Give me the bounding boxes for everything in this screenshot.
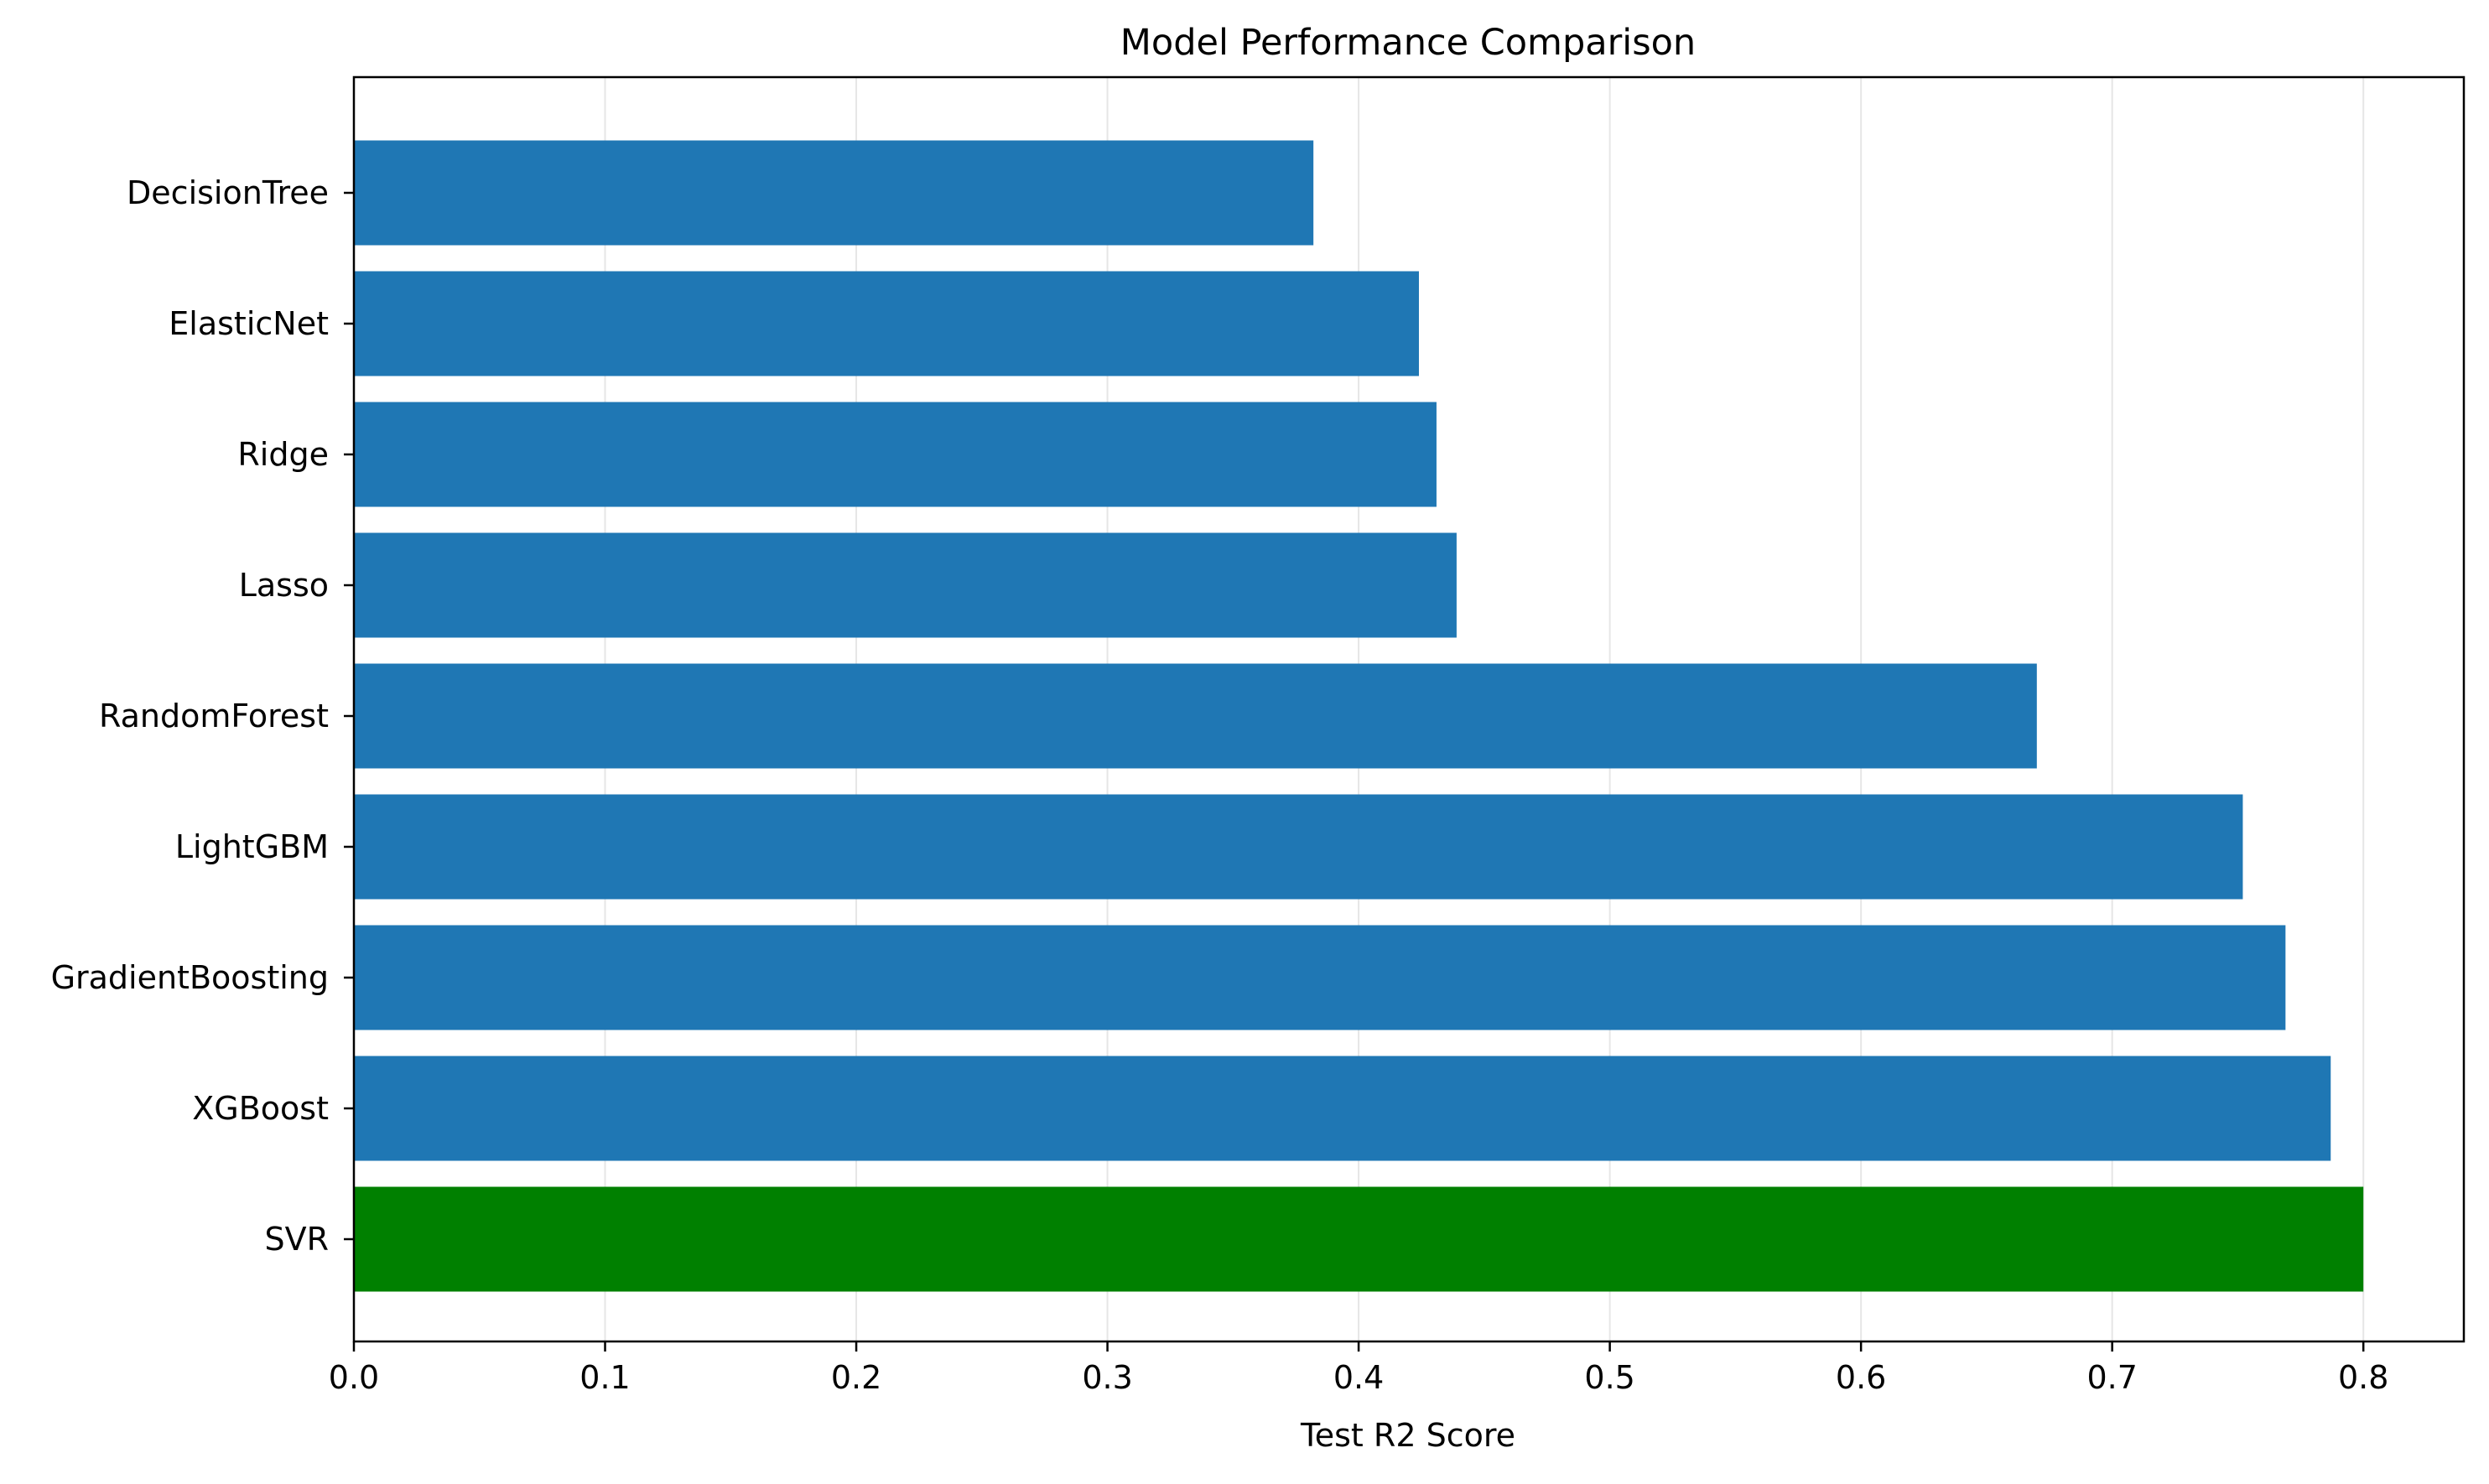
x-tick-label: 0.2 xyxy=(831,1359,881,1396)
y-axis-ticks: SVR XGBoost GradientBoosting LightGBM Random… xyxy=(51,174,354,1258)
bar-randomforest xyxy=(354,663,2037,769)
x-tick-label: 0.8 xyxy=(2338,1359,2388,1396)
bar-lightgbm xyxy=(354,794,2243,900)
x-tick-label: 0.4 xyxy=(1333,1359,1384,1396)
x-tick-label: 0.6 xyxy=(1836,1359,1886,1396)
bar-elasticnet xyxy=(354,271,1419,376)
y-tick-label: GradientBoosting xyxy=(51,959,329,996)
y-tick-label: RandomForest xyxy=(99,698,329,734)
y-tick-label: LightGBM xyxy=(175,828,329,865)
bar-gradientboosting xyxy=(354,925,2286,1030)
x-tick-label: 0.1 xyxy=(579,1359,630,1396)
y-tick-label: Ridge xyxy=(237,436,329,473)
x-tick-label: 0.3 xyxy=(1082,1359,1132,1396)
x-tick-label: 0.5 xyxy=(1584,1359,1634,1396)
chart-title: Model Performance Comparison xyxy=(1120,22,1696,64)
y-tick-label: Lasso xyxy=(239,567,329,604)
bar-lasso xyxy=(354,532,1457,638)
y-tick-label: SVR xyxy=(264,1221,329,1258)
y-tick-label: DecisionTree xyxy=(127,174,329,211)
bar-ridge xyxy=(354,402,1437,507)
x-tick-label: 0.0 xyxy=(329,1359,379,1396)
x-tick-label: 0.7 xyxy=(2086,1359,2137,1396)
bar-svr xyxy=(354,1186,2364,1292)
x-axis-ticks: 0.0 0.1 0.2 0.3 0.4 0.5 0.6 0.7 0.8 xyxy=(329,1341,2388,1396)
bar-decisiontree xyxy=(354,140,1314,246)
bars xyxy=(354,140,2364,1292)
y-tick-label: XGBoost xyxy=(192,1090,329,1127)
plot-frame xyxy=(352,75,2466,1343)
x-axis-label: Test R2 Score xyxy=(1300,1417,1515,1454)
bar-xgboost xyxy=(354,1056,2331,1161)
y-tick-label: ElasticNet xyxy=(169,305,329,342)
